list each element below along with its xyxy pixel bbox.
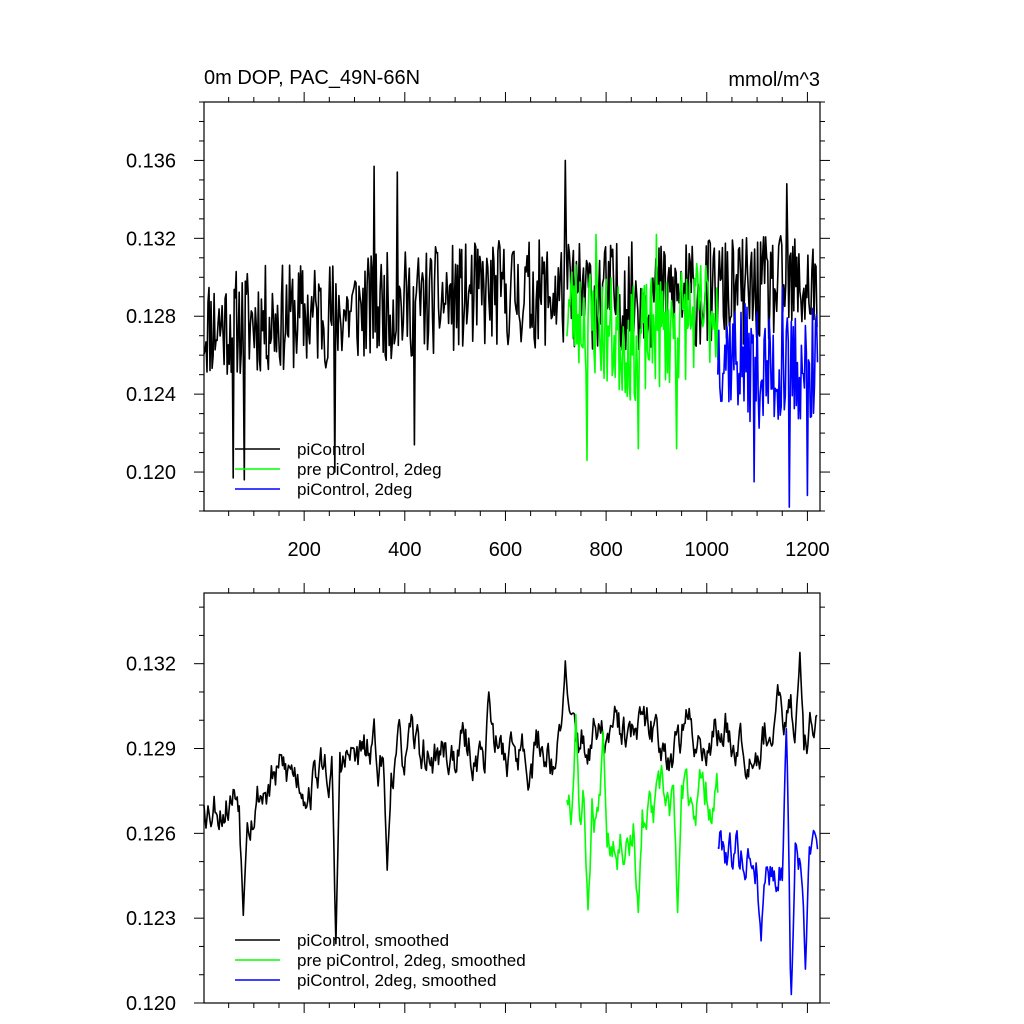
plot-frame xyxy=(203,101,821,512)
series-line-1 xyxy=(203,651,818,945)
y-tick-label: 0.120 xyxy=(126,462,176,484)
x-tick-label: 800 xyxy=(589,539,622,561)
y-tick-label: 0.124 xyxy=(126,384,176,406)
y-tick-label: 0.128 xyxy=(126,306,176,328)
x-tick-label: 1000 xyxy=(685,539,730,561)
legend-label-3: piControl, 2deg xyxy=(297,480,412,499)
y-tick-label: 0.132 xyxy=(126,654,176,676)
top-panel: 0m DOP, PAC_49N-66N mmol/m^3 200 400 600 80… xyxy=(126,67,830,561)
y-tick-label: 0.123 xyxy=(126,908,176,930)
legend-label-1: piControl xyxy=(297,440,365,459)
legend-label-1: piControl, smoothed xyxy=(297,931,449,950)
plot-frame xyxy=(203,592,821,1004)
y-tick-label: 0.132 xyxy=(126,228,176,250)
y-tick-label: 0.129 xyxy=(126,739,176,761)
x-tick-label: 200 xyxy=(287,539,320,561)
y-tick-label: 0.126 xyxy=(126,823,176,845)
series-line-3 xyxy=(717,286,819,508)
legend-label-2: pre piControl, 2deg xyxy=(297,460,442,479)
legend-label-3: piControl, 2deg, smoothed xyxy=(297,971,496,990)
series-line-2 xyxy=(566,713,719,914)
series-line-3 xyxy=(717,727,819,996)
x-tick-label: 400 xyxy=(388,539,421,561)
bottom-panel: 0.120 0.123 0.126 0.129 0.132 piControl, smoo… xyxy=(126,583,830,1015)
y-tick-label: 0.120 xyxy=(126,993,176,1015)
chart-title: 0m DOP, PAC_49N-66N xyxy=(204,67,420,89)
legend-label-2: pre piControl, 2deg, smoothed xyxy=(297,951,526,970)
x-tick-label: 600 xyxy=(489,539,522,561)
series-line-1 xyxy=(203,159,818,481)
series-line-2 xyxy=(566,233,719,462)
units-label: mmol/m^3 xyxy=(728,69,820,91)
y-tick-label: 0.136 xyxy=(126,150,176,172)
x-tick-label: 1200 xyxy=(785,539,830,561)
